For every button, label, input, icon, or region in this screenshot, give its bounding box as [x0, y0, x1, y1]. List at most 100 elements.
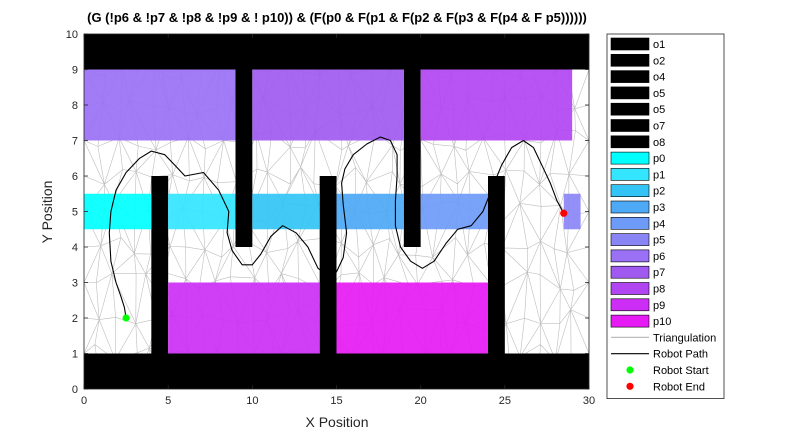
legend-entry: p8 [610, 282, 665, 296]
legend-label: o7 [653, 121, 665, 133]
y-tick-label: 3 [72, 278, 78, 290]
y-axis-label: Y Position [39, 181, 55, 244]
legend-swatch [610, 168, 650, 181]
legend-swatch [610, 86, 650, 100]
robot-end-marker [560, 209, 568, 217]
legend-swatch [626, 366, 634, 374]
legend-entry: o1 [610, 37, 665, 51]
legend-label: p1 [653, 169, 665, 181]
legend-entry: o5 [610, 102, 665, 116]
region-p8 [420, 69, 573, 141]
legend-label: o5 [653, 88, 665, 100]
legend-entry: p0 [610, 151, 665, 165]
legend-label: p0 [653, 153, 665, 165]
legend-swatch [610, 249, 650, 263]
y-tick-label: 6 [72, 171, 78, 183]
y-tick-label: 10 [66, 29, 78, 41]
legend-swatch [610, 102, 650, 116]
legend-label: Triangulation [653, 332, 716, 344]
x-tick-label: 0 [81, 395, 87, 407]
legend-entry: Triangulation [611, 332, 716, 344]
x-tick-label: 25 [499, 395, 511, 407]
legend-swatch [610, 200, 650, 214]
x-axis-label: X Position [305, 414, 368, 430]
x-tick-label: 30 [583, 395, 595, 407]
legend-label: p5 [653, 235, 665, 247]
region-p2 [252, 193, 320, 230]
region-o1 [84, 34, 589, 70]
y-tick-label: 5 [72, 207, 78, 219]
legend-label: Robot End [653, 381, 705, 393]
region-p3 [336, 193, 404, 230]
region-p7 [252, 69, 404, 141]
robot-path-layer [108, 136, 568, 322]
legend-entry: o7 [610, 119, 665, 133]
legend-swatch [626, 382, 634, 390]
legend-entry: p6 [610, 249, 665, 263]
region-p0 [84, 193, 152, 230]
legend-swatch [610, 314, 650, 328]
region-o8 [403, 34, 421, 247]
legend-entry: p7 [610, 265, 665, 279]
region-o5 [319, 176, 337, 389]
legend-swatch [610, 53, 650, 67]
legend-swatch [610, 151, 650, 165]
legend-label: p9 [653, 300, 665, 312]
legend-label: p3 [653, 202, 665, 214]
region-o5 [488, 176, 505, 389]
legend-label: p10 [653, 316, 671, 328]
legend-swatch [610, 119, 650, 132]
legend-entry: o8 [610, 135, 665, 149]
legend-entry: p10 [610, 314, 671, 328]
legend-label: o5 [653, 104, 665, 116]
x-tick-label: 15 [330, 395, 342, 407]
legend-entry: Robot Start [626, 365, 709, 377]
axis-ticks: 0 5 10 15 20 25 30 0 1 2 3 4 5 6 7 8 9 10 [66, 29, 595, 407]
region-p10 [336, 282, 488, 354]
legend-swatch [610, 37, 650, 51]
x-tick-label: 5 [165, 395, 171, 407]
legend: o1 o2 o4 o5 o5 o7 o8 p0 p1 p2 p3 p4 p5 p6 p7 p8 p9 p10 Tri… [606, 33, 725, 400]
legend-swatch [610, 265, 650, 279]
robot-path-line [108, 136, 565, 319]
region-p4 [420, 193, 488, 230]
x-tick-label: 20 [415, 395, 427, 407]
region-o4 [151, 176, 169, 389]
y-tick-label: 7 [72, 136, 78, 148]
y-tick-label: 2 [72, 313, 78, 325]
legend-entry: Robot End [626, 381, 705, 393]
y-tick-label: 8 [72, 100, 78, 112]
legend-label: p7 [653, 267, 665, 279]
legend-entry: o2 [610, 53, 665, 67]
region-p5 [563, 193, 581, 230]
legend-entry: p2 [610, 184, 665, 198]
legend-entry: o5 [610, 86, 665, 100]
legend-entry: p3 [610, 200, 665, 214]
region-p1 [168, 193, 236, 230]
legend-label: o4 [653, 72, 665, 84]
x-tick-label: 10 [246, 395, 258, 407]
robot-start-marker [122, 314, 130, 322]
region-p9 [168, 282, 320, 354]
legend-label: p4 [653, 218, 665, 230]
legend-label: p2 [653, 186, 665, 198]
y-tick-label: 4 [72, 242, 78, 254]
y-tick-label: 1 [72, 349, 78, 361]
legend-swatch [610, 184, 650, 197]
chart-title: (G (!p6 & !p7 & !p8 & !p9 & ! p10)) & (F… [87, 10, 587, 25]
legend-entry: p4 [610, 217, 665, 230]
legend-entry: Robot Path [611, 349, 708, 361]
legend-label: o8 [653, 137, 665, 149]
legend-label: o2 [653, 55, 665, 67]
legend-swatch [610, 233, 650, 246]
legend-label: o1 [653, 39, 665, 51]
legend-entry: o4 [610, 70, 665, 84]
region-o7 [235, 34, 253, 247]
region-p6 [84, 69, 236, 141]
legend-swatch [610, 282, 650, 295]
legend-swatch [610, 298, 650, 312]
legend-swatch [610, 217, 650, 230]
legend-label: Robot Start [653, 365, 709, 377]
y-tick-label: 9 [72, 65, 78, 77]
